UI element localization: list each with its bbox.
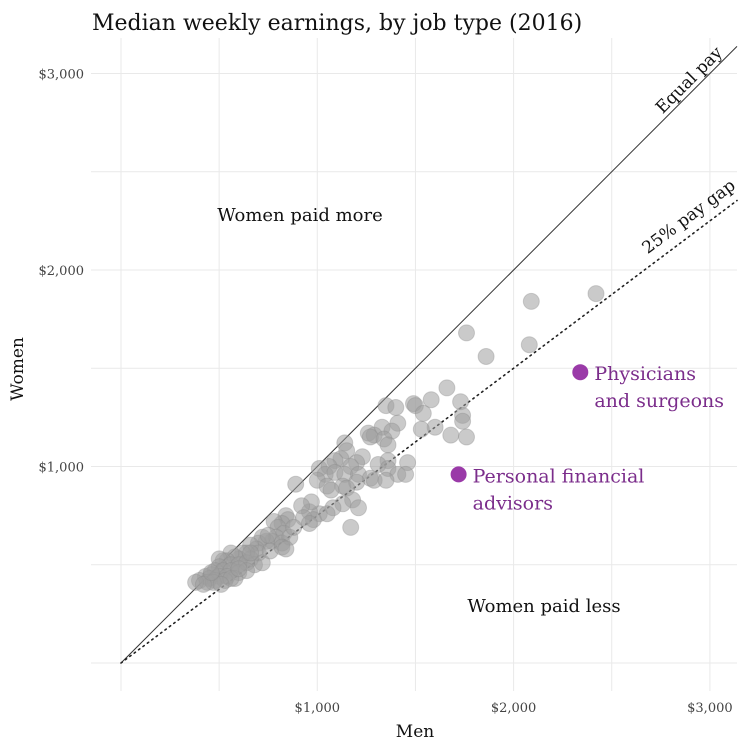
data-point [285, 518, 303, 536]
data-point [322, 481, 340, 499]
x-tick-label: $3,000 [687, 701, 733, 716]
data-point [259, 526, 277, 544]
data-point [414, 404, 432, 422]
data-point [397, 465, 415, 483]
chart-title: Median weekly earnings, by job type (201… [92, 11, 582, 36]
data-point [520, 336, 538, 354]
y-axis-label: Women [8, 337, 28, 401]
data-point [342, 518, 360, 536]
data-point [422, 391, 440, 409]
highlighted-point [450, 466, 467, 483]
callout-label: advisors [473, 492, 553, 514]
data-point [300, 515, 318, 532]
data-point [230, 560, 248, 578]
x-tick-label: $2,000 [491, 701, 537, 716]
data-points: Physicians and surgeons Personal financial… [187, 285, 724, 593]
data-point [242, 544, 260, 562]
data-point [438, 379, 456, 397]
data-point [287, 475, 305, 493]
y-tick-label: $3,000 [39, 68, 85, 83]
region-label-women-paid-more: Women paid more [217, 205, 383, 226]
region-label-women-paid-less: Women paid less [467, 596, 620, 617]
y-tick-label: $1,000 [39, 461, 85, 476]
callout-label: Physicians [594, 363, 696, 385]
data-point [350, 499, 367, 517]
data-point [412, 420, 430, 438]
y-tick-label: $2,000 [39, 264, 85, 279]
data-point [587, 285, 605, 303]
data-point [377, 471, 395, 489]
callout-label: and surgeons [594, 390, 724, 412]
data-point [387, 399, 405, 416]
pay-gap-label: 25% pay gap [639, 176, 740, 259]
data-point [458, 428, 475, 446]
data-point [318, 505, 336, 523]
highlighted-point [572, 364, 589, 381]
data-point [458, 324, 475, 342]
data-point [212, 575, 230, 593]
callout-label: Personal financial [473, 465, 645, 487]
axis-ticks: $1,000 $2,000 $3,000 $1,000 $2,000 $3,000 [39, 68, 733, 717]
data-point [442, 426, 460, 444]
equal-pay-label: Equal pay [652, 43, 727, 118]
x-tick-label: $1,000 [295, 701, 341, 716]
data-point [379, 436, 397, 454]
x-axis-label: Men [396, 722, 434, 742]
data-point [202, 564, 220, 582]
data-point [277, 540, 295, 558]
chart-labels: Median weekly earnings, by job type (201… [8, 11, 621, 742]
data-point [194, 575, 212, 593]
data-point [477, 348, 495, 365]
data-point [454, 412, 472, 430]
data-point [253, 554, 271, 572]
data-point [522, 292, 540, 310]
